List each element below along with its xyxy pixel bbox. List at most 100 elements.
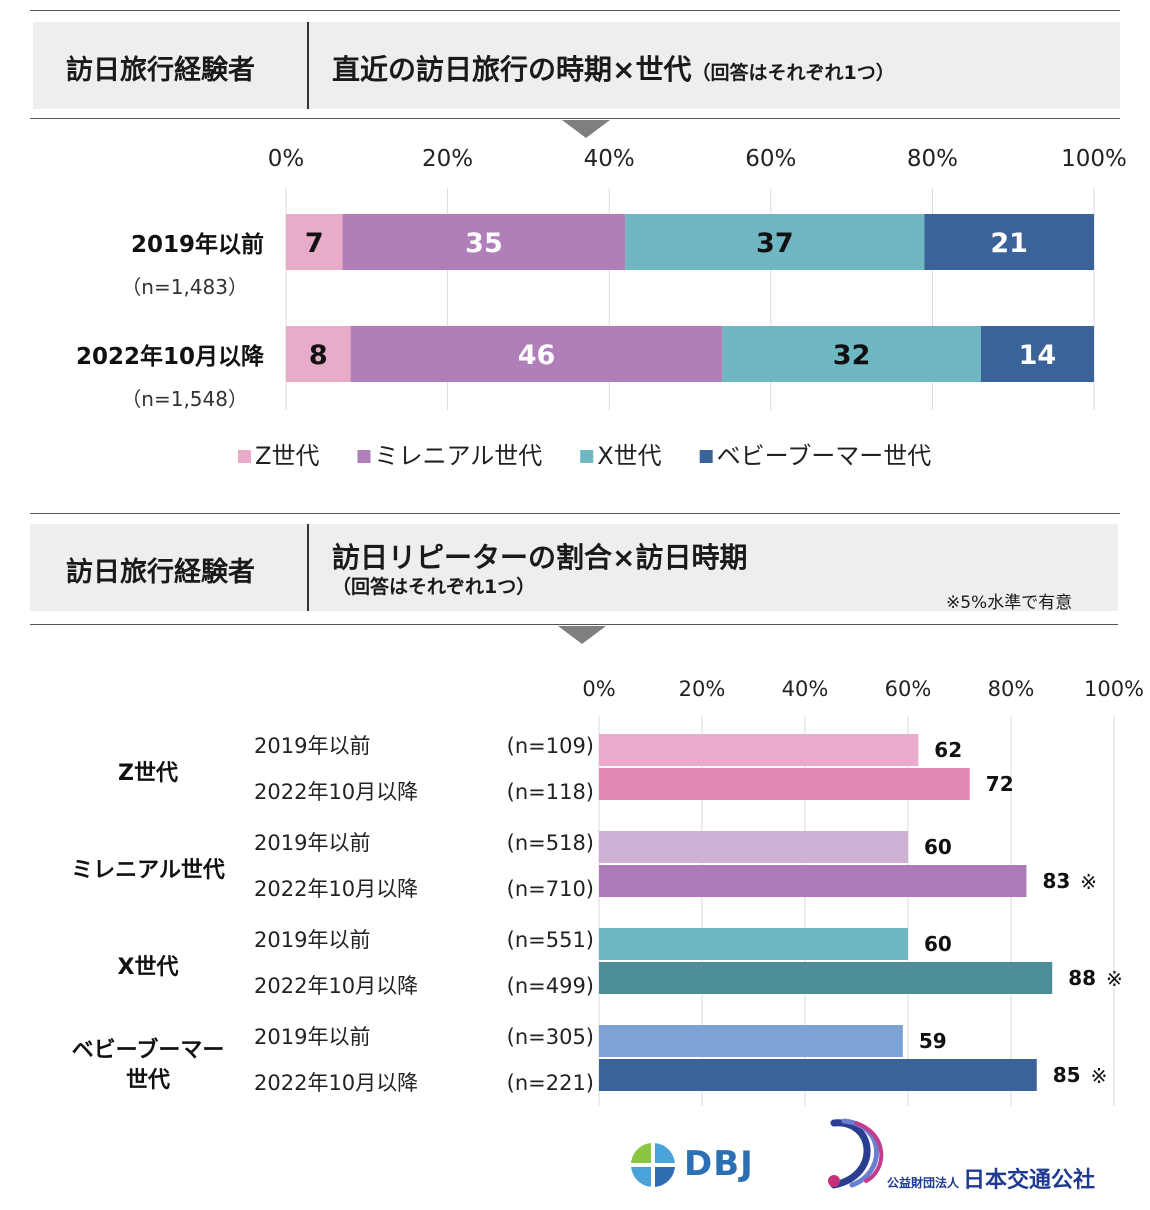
chart1-data-label: 8 bbox=[309, 340, 328, 371]
chart2-n-label: (n=551) bbox=[507, 928, 594, 952]
chart1-bar-segment bbox=[286, 214, 343, 270]
chart2-group-label: Z世代 bbox=[118, 761, 178, 786]
jtb-logo-mark-icon bbox=[828, 1118, 884, 1189]
chart1-tick-label: 80% bbox=[907, 146, 958, 172]
chart2-bar bbox=[599, 734, 919, 766]
chart2-period-label: 2019年以前 bbox=[254, 1025, 370, 1049]
chart2-n-label: (n=518) bbox=[507, 831, 594, 855]
chart1-data-label: 37 bbox=[756, 228, 794, 259]
chart2-data-label: 83 bbox=[1042, 869, 1070, 893]
header1-top-rule bbox=[30, 10, 1120, 11]
chart1-data-label: 46 bbox=[518, 340, 556, 371]
header1-separator bbox=[307, 22, 309, 109]
chart2-significance-mark: ※ bbox=[1080, 870, 1097, 894]
chart1-data-label: 7 bbox=[305, 228, 324, 259]
chart1-bar-segment bbox=[286, 326, 351, 382]
header2-box bbox=[30, 524, 1118, 611]
header1-box bbox=[33, 22, 1120, 109]
chart1-bar-segment bbox=[625, 214, 925, 270]
chart1-data-label: 21 bbox=[990, 228, 1028, 259]
chart2-period-label: 2022年10月以降 bbox=[254, 974, 418, 998]
chart2-data-label: 60 bbox=[924, 835, 952, 859]
chart2-n-label: (n=499) bbox=[507, 974, 594, 998]
dbj-logo-text: DBJ bbox=[684, 1144, 754, 1184]
chart1-bar-segment bbox=[980, 326, 1094, 382]
header1-title-main: 直近の訪日旅行の時期×世代 bbox=[332, 53, 692, 86]
header2-title: 訪日リピーターの割合×訪日時期 bbox=[332, 541, 748, 574]
chart2-data-label: 88 bbox=[1068, 966, 1096, 990]
chart1-tick-label: 100% bbox=[1061, 146, 1127, 172]
chart1-category-label: 2022年10月以降 bbox=[76, 343, 265, 370]
chart1-legend-swatch bbox=[580, 450, 594, 463]
chart2-group-label: ベビーブーマー bbox=[72, 1037, 225, 1063]
chart1-category-label: 2019年以前 bbox=[131, 231, 264, 258]
chart1-legend-label: ミレニアル世代 bbox=[374, 442, 542, 470]
chart2-n-label: (n=221) bbox=[507, 1071, 594, 1095]
chart2-period-label: 2022年10月以降 bbox=[254, 780, 418, 804]
chart2-n-label: (n=118) bbox=[507, 780, 594, 804]
chart1-tick-label: 40% bbox=[584, 146, 635, 172]
chart2-n-label: (n=710) bbox=[507, 877, 594, 901]
header2-bottom-rule bbox=[30, 624, 1118, 625]
jtb-logo-text: 公益財団法人 日本交通公社 bbox=[887, 1162, 1095, 1194]
chart1-bar-segment bbox=[924, 214, 1094, 270]
chart2-n-label: (n=109) bbox=[507, 734, 594, 758]
header1-left-label: 訪日旅行経験者 bbox=[66, 55, 255, 86]
header2-down-arrow-icon bbox=[558, 626, 606, 644]
header1-bottom-rule bbox=[30, 118, 1120, 119]
chart1-tick-label: 0% bbox=[268, 146, 305, 172]
jtb-logo-prefix: 公益財団法人 bbox=[887, 1176, 960, 1190]
chart2-bar bbox=[599, 1059, 1037, 1091]
chart2-data-label: 72 bbox=[986, 772, 1014, 796]
chart2-period-label: 2019年以前 bbox=[254, 831, 370, 855]
chart1-data-label: 35 bbox=[465, 228, 503, 259]
chart2-period-label: 2019年以前 bbox=[254, 734, 370, 758]
chart2-data-label: 85 bbox=[1053, 1063, 1081, 1087]
chart2-tick-label: 0% bbox=[582, 677, 615, 701]
dbj-logo-globe-icon bbox=[631, 1143, 675, 1187]
chart2-period-label: 2019年以前 bbox=[254, 928, 370, 952]
header2-separator bbox=[307, 524, 309, 611]
chart2-bar bbox=[599, 831, 908, 863]
chart2-tick-label: 40% bbox=[782, 677, 829, 701]
chart1-tick-label: 20% bbox=[422, 146, 473, 172]
chart2-data-label: 62 bbox=[934, 738, 962, 762]
chart2-tick-label: 80% bbox=[988, 677, 1035, 701]
chart2-bar bbox=[599, 865, 1027, 897]
chart1-category-sublabel: （n=1,483） bbox=[121, 275, 248, 299]
chart1-data-label: 32 bbox=[833, 340, 871, 371]
chart2-tick-label: 100% bbox=[1084, 677, 1144, 701]
chart2-grouped-bar: 0% 20% 40% 60% 80% 100% Z世代 2019年以前 (n=109) 62 202… bbox=[71, 677, 1144, 1106]
chart2-bar bbox=[599, 962, 1053, 994]
chart2-group-label: ミレニアル世代 bbox=[71, 858, 225, 883]
chart1-legend-swatch bbox=[357, 450, 371, 463]
chart2-significance-mark: ※ bbox=[1091, 1064, 1108, 1088]
chart2-bar bbox=[599, 1025, 903, 1057]
chart1-bar-segment bbox=[722, 326, 981, 382]
chart1-bar-segment bbox=[342, 214, 626, 270]
chart2-group-label-line2: 世代 bbox=[126, 1068, 170, 1093]
chart2-period-label: 2022年10月以降 bbox=[254, 1071, 418, 1095]
chart1-legend-swatch bbox=[238, 450, 251, 463]
chart2-data-label: 59 bbox=[919, 1029, 947, 1053]
chart1-legend-label: Z世代 bbox=[255, 442, 319, 470]
chart1-tick-label: 60% bbox=[745, 146, 796, 172]
chart2-tick-label: 60% bbox=[885, 677, 932, 701]
chart1-legend-label: X世代 bbox=[597, 442, 661, 470]
chart2-period-label: 2022年10月以降 bbox=[254, 877, 418, 901]
chart1-category-sublabel: （n=1,548） bbox=[121, 387, 248, 411]
chart1-legend-swatch bbox=[699, 450, 713, 463]
chart2-bar bbox=[599, 928, 908, 960]
chart2-significance-mark: ※ bbox=[1106, 967, 1123, 991]
chart1-bar-segment bbox=[350, 326, 723, 382]
chart2-n-label: (n=305) bbox=[507, 1025, 594, 1049]
header2-subtitle: （回答はそれぞれ1つ） bbox=[332, 576, 536, 598]
chart2-tick-label: 20% bbox=[679, 677, 726, 701]
chart1-legend-label: ベビーブーマー世代 bbox=[717, 442, 932, 470]
jtb-logo-name: 日本交通公社 bbox=[963, 1168, 1096, 1193]
chart2-group-label: X世代 bbox=[118, 955, 179, 980]
header1-title: 直近の訪日旅行の時期×世代（回答はそれぞれ1つ） bbox=[332, 48, 895, 88]
chart1-stacked-bar: 0% 20% 40% 60% 80% 100% 2019年以前 （n=1,483） 7 35 37 2… bbox=[76, 146, 1127, 470]
header1-subtitle: （回答はそれぞれ1つ） bbox=[691, 62, 895, 84]
chart2-bar bbox=[599, 768, 970, 800]
